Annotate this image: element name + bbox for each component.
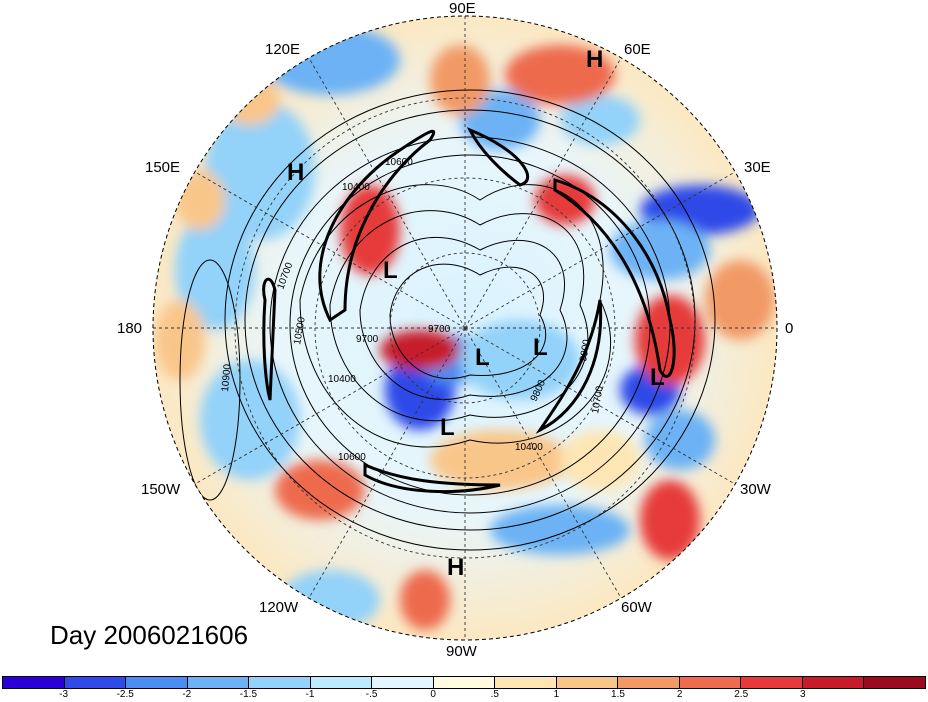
map-title: Day 2006021606 xyxy=(50,620,249,650)
colorbar-tick-label: 0 xyxy=(430,689,436,700)
colorbar xyxy=(2,676,926,689)
colorbar-swatch xyxy=(187,677,250,688)
lon-label-60w: 60W xyxy=(621,599,652,616)
colorbar-tick-label: -.5 xyxy=(365,689,378,700)
colorbar-swatch xyxy=(556,677,619,688)
colorbar-swatch xyxy=(495,677,557,688)
colorbar-swatch xyxy=(310,677,373,688)
pressure-system-low: L xyxy=(383,257,398,284)
contour-label: 10400 xyxy=(515,442,543,453)
pressure-system-high: H xyxy=(287,159,304,186)
colorbar-swatch xyxy=(372,677,434,688)
pressure-system-low: L xyxy=(533,334,548,361)
colorbar-swatch xyxy=(433,677,496,688)
lon-label-150w: 150W xyxy=(141,481,181,498)
contour-label: 10400 xyxy=(342,182,370,193)
contour-label: 10900 xyxy=(220,363,233,392)
colorbar-tick-label: -2.5 xyxy=(116,689,134,700)
pressure-system-high: H xyxy=(447,554,464,581)
jet-contours xyxy=(262,127,676,494)
contour-label: 10600 xyxy=(338,452,366,463)
colorbar-tick-label: -3 xyxy=(59,689,69,700)
contour-label: 10600 xyxy=(385,157,413,168)
lon-label-120e: 120E xyxy=(265,41,301,58)
contour-label: 9900 xyxy=(578,338,593,362)
lon-label-90w: 90W xyxy=(446,643,477,660)
lon-label-0: 0 xyxy=(785,320,794,337)
contour-label: 10400 xyxy=(328,374,356,385)
pressure-system-high: H xyxy=(586,46,603,73)
colorbar-tick-label: -1.5 xyxy=(239,689,258,700)
colorbar-tick-label: 1.5 xyxy=(611,689,625,700)
contour-label: 9700 xyxy=(356,334,379,345)
graticule xyxy=(153,16,777,640)
colorbar-swatch xyxy=(802,677,865,688)
map-boundary xyxy=(152,15,778,641)
lon-label-30e: 30E xyxy=(744,159,771,176)
lon-label-90e: 90E xyxy=(449,0,476,17)
colorbar-tick-label: 1 xyxy=(553,689,560,700)
colorbar-tick-label: -1 xyxy=(305,689,315,700)
pressure-system-markers: H H H L L L L L xyxy=(287,46,665,581)
colorbar-tick-label: 3 xyxy=(800,689,806,700)
colorbar-swatch xyxy=(864,677,925,688)
colorbar-swatch xyxy=(249,677,311,688)
lon-label-180: 180 xyxy=(117,320,143,337)
pressure-system-low: L xyxy=(650,364,665,391)
colorbar-tick-label: -2 xyxy=(182,689,192,700)
colorbar-swatch xyxy=(64,677,127,688)
lon-label-150e: 150E xyxy=(145,159,181,176)
contour-label: 10500 xyxy=(292,316,308,346)
colorbar-tick-label: 2 xyxy=(676,689,683,700)
colorbar-swatch xyxy=(3,677,65,688)
colorbar-swatch xyxy=(741,677,803,688)
pressure-system-low: L xyxy=(440,414,455,441)
lon-label-120w: 120W xyxy=(259,599,299,616)
colorbar-swatch xyxy=(618,677,680,688)
lon-label-30w: 30W xyxy=(740,481,771,498)
contour-label: 10700 xyxy=(590,385,606,415)
colorbar-swatch xyxy=(126,677,188,688)
pressure-system-low: L xyxy=(475,344,490,371)
colorbar-tick-label: 2.5 xyxy=(734,689,749,700)
lon-label-60e: 60E xyxy=(624,41,651,58)
contour-label: 9700 xyxy=(428,324,451,335)
colorbar-swatch xyxy=(679,677,742,688)
colorbar-tick-label: .5 xyxy=(490,689,499,700)
